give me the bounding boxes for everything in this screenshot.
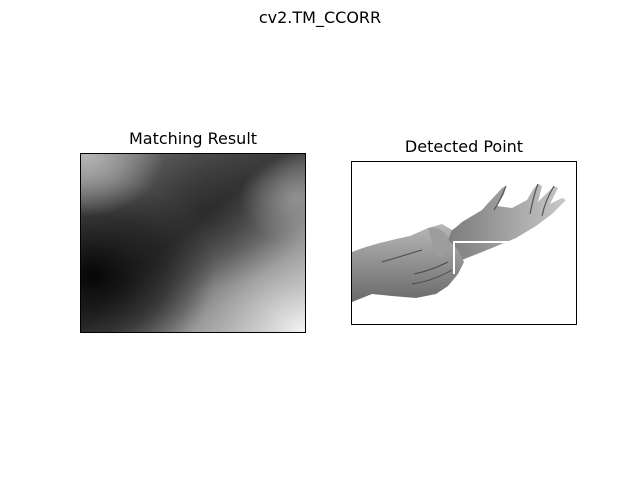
left-thumb-shape [428, 227, 450, 257]
matching-result-title: Matching Result [128, 129, 258, 148]
matching-result-panel [80, 153, 306, 333]
detected-point-panel [351, 161, 577, 325]
detected-point-title: Detected Point [404, 137, 524, 156]
matching-result-heatmap [81, 154, 305, 332]
detected-point-image [352, 162, 576, 324]
right-hand-fingers-detail [493, 183, 555, 217]
left-hand-creases [381, 249, 453, 285]
figure-suptitle: cv2.TM_CCORR [258, 8, 382, 27]
detected-rectangle [453, 241, 518, 274]
